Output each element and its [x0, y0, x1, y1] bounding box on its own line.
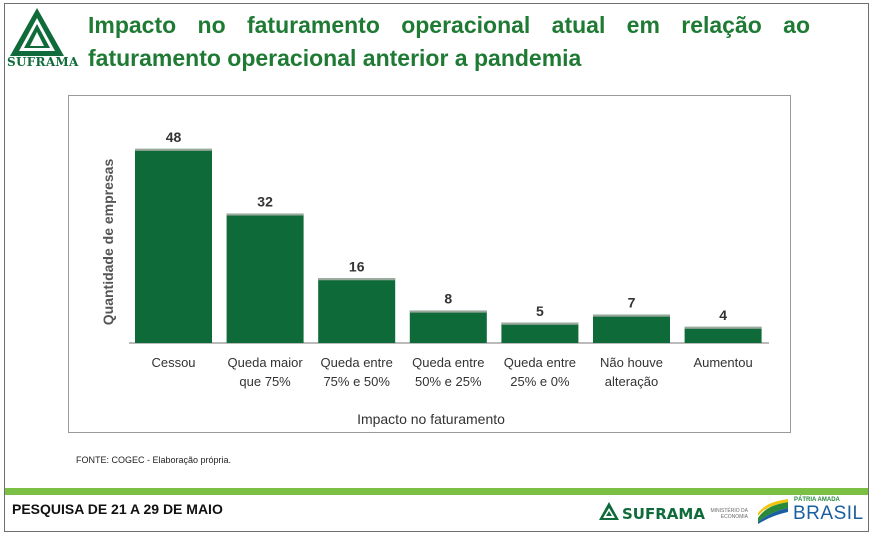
page-title: Impacto no faturamento operacional atual… — [88, 12, 810, 71]
x-tick-label: 50% e 25% — [415, 374, 482, 389]
x-tick-label: Queda entre — [504, 355, 576, 370]
bar-top-highlight — [409, 310, 487, 313]
bar-top-highlight — [684, 326, 762, 329]
x-axis-label: Impacto no faturamento — [357, 411, 505, 427]
logo-text: SUFRAMA — [7, 55, 79, 69]
x-tick-label: 25% e 0% — [510, 374, 570, 389]
bar-top-highlight — [593, 314, 670, 317]
brasil-flag-icon — [758, 499, 788, 524]
bar-value-label: 4 — [719, 307, 727, 323]
x-tick-label: que 75% — [239, 374, 291, 389]
footer-brand: SUFRAMA — [622, 505, 705, 523]
bar-value-label: 32 — [257, 194, 273, 210]
bar — [318, 278, 396, 343]
y-axis-label: Quantidade de empresas — [100, 159, 116, 326]
bar-top-highlight — [226, 213, 304, 216]
bar — [409, 310, 487, 343]
footer-bar — [5, 488, 868, 531]
patria-amada-label: PÁTRIA AMADA — [794, 497, 840, 503]
survey-dates: PESQUISA DE 21 A 29 DE MAIO — [12, 501, 223, 517]
bar-value-label: 7 — [628, 295, 636, 311]
x-tick-label: alteração — [605, 374, 658, 389]
suframa-logo-icon — [10, 8, 64, 56]
bar-top-highlight — [318, 278, 396, 281]
chart-container: Quantidade de empresas 48 Cessou 32 Queda m… — [68, 95, 791, 433]
x-tick-label: Cessou — [151, 355, 195, 370]
x-tick-label: Aumentou — [693, 355, 752, 370]
suframa-footer-icon — [599, 502, 619, 520]
x-tick-label: Queda entre — [412, 355, 484, 370]
bar-top-highlight — [501, 322, 579, 325]
bar-value-label: 5 — [536, 303, 544, 319]
bar — [226, 213, 304, 343]
ministry-label: MINISTÉRIO DA ECONOMIA — [710, 508, 748, 520]
bar-value-label: 48 — [166, 129, 182, 145]
bar-value-label: 8 — [444, 291, 452, 307]
x-tick-label: Queda entre — [321, 355, 393, 370]
bar-value-label: 16 — [349, 258, 365, 274]
bar — [135, 148, 212, 343]
bar-top-highlight — [135, 148, 212, 151]
bar — [684, 326, 762, 343]
x-tick-label: 75% e 50% — [323, 374, 390, 389]
x-tick-label: Queda maior — [228, 355, 304, 370]
source-note: FONTE: COGEC - Elaboração própria. — [76, 455, 232, 465]
bar — [501, 322, 579, 343]
x-tick-label: Não houve — [600, 355, 663, 370]
brasil-label: BRASIL — [793, 503, 864, 524]
bar — [593, 314, 670, 343]
